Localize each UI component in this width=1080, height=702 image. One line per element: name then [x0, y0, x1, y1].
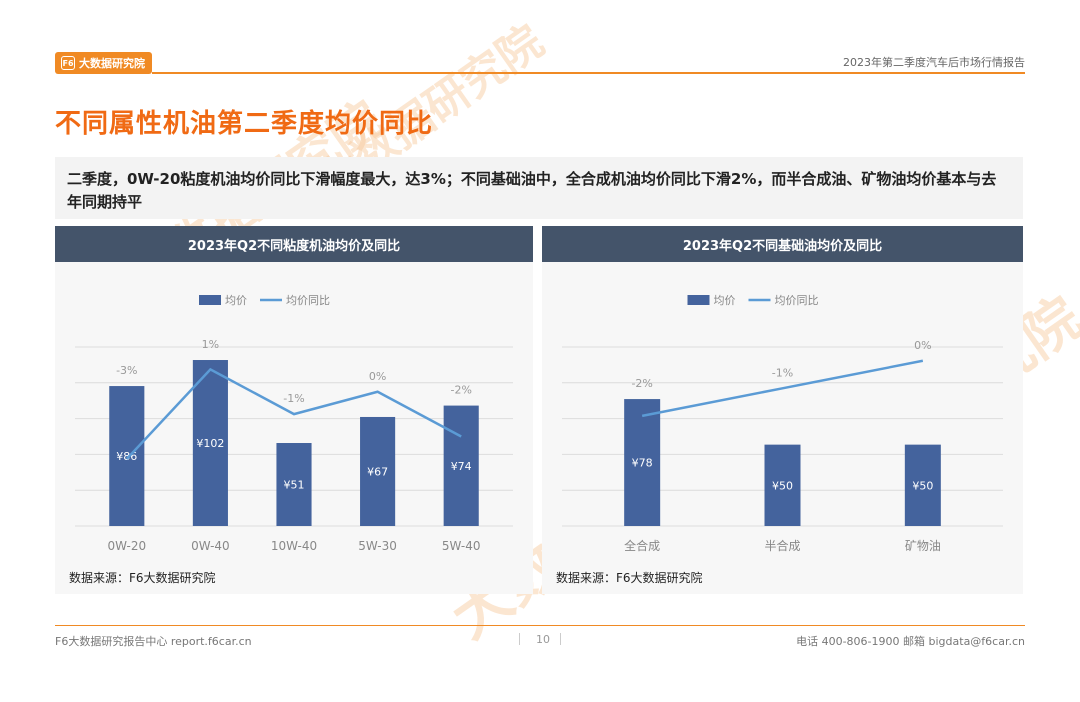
- header-divider: [152, 72, 1025, 74]
- bar: [764, 444, 801, 526]
- bar: [904, 444, 941, 526]
- legend-swatch-bar: [687, 295, 710, 305]
- bar-value-label: ¥50: [912, 479, 933, 492]
- footer-separator: [560, 633, 561, 645]
- chart-source: 数据来源：F6大数据研究院: [556, 571, 703, 585]
- header-bar: F6 大数据研究院 2023年第二季度汽车后市场行情报告: [55, 52, 1025, 74]
- footer-separator: [519, 633, 520, 645]
- logo-mark-icon: F6: [61, 56, 75, 70]
- category-label: 0W-20: [107, 539, 146, 553]
- bar: [443, 405, 479, 526]
- bar: [624, 399, 661, 526]
- chart-base-oil: 均价 均价同比 ¥78 全合成 ¥50 半合成 ¥50 矿物油 -2% -1% 0%: [562, 294, 1003, 553]
- yoy-value-label: -1%: [283, 392, 304, 405]
- legend-label: 均价同比: [775, 294, 819, 307]
- chart-panel-viscosity: 2023年Q2不同粘度机油均价及同比 均价 均价同比 ¥86 0W-20 ¥102 0W-…: [55, 226, 533, 594]
- footer-left: F6大数据研究报告中心 report.f6car.cn: [55, 635, 252, 648]
- footer-contact: 电话 400-806-1900 邮箱 bigdata@f6car.cn: [796, 635, 1025, 648]
- bar-value-label: ¥50: [772, 479, 793, 492]
- legend-label: 均价: [225, 294, 247, 307]
- yoy-value-label: 0%: [369, 370, 386, 383]
- category-label: 10W-40: [271, 539, 317, 553]
- page-title: 不同属性机油第二季度均价同比: [55, 109, 434, 139]
- category-label: 5W-40: [442, 539, 481, 553]
- yoy-value-label: -2%: [450, 384, 471, 397]
- footer-divider: [55, 625, 1025, 626]
- yoy-value-label: 1%: [202, 338, 219, 351]
- bar: [276, 443, 312, 526]
- bar: [192, 360, 228, 526]
- yoy-value-label: -2%: [631, 377, 652, 390]
- bar: [109, 386, 145, 526]
- chart-panel-base-oil: 2023年Q2不同基础油均价及同比 均价 均价同比 ¥78 全合成 ¥50 半合成 ¥50 矿…: [542, 226, 1023, 594]
- category-label: 5W-30: [358, 539, 397, 553]
- legend-swatch-bar: [199, 295, 221, 305]
- yoy-line: [641, 359, 924, 418]
- chart-title: 2023年Q2不同粘度机油均价及同比: [55, 226, 533, 262]
- summary-box: 二季度，0W-20粘度机油均价同比下滑幅度最大，达3%；不同基础油中，全合成机油…: [55, 157, 1023, 219]
- legend-label: 均价: [714, 294, 736, 307]
- yoy-value-label: -1%: [772, 366, 793, 379]
- category-label: 矿物油: [905, 539, 941, 553]
- chart-title: 2023年Q2不同基础油均价及同比: [542, 226, 1023, 262]
- yoy-value-label: 0%: [914, 339, 931, 352]
- chart-viscosity: 均价 均价同比¥860W-20¥1020W-40¥5110W-40¥675W-30…: [75, 294, 513, 553]
- category-label: 全合成: [624, 538, 660, 553]
- bar-value-label: ¥102: [196, 437, 224, 450]
- category-label: 0W-40: [191, 539, 230, 553]
- yoy-value-label: -3%: [116, 364, 137, 377]
- report-title: 2023年第二季度汽车后市场行情报告: [843, 56, 1025, 69]
- brand-logo: F6 大数据研究院: [55, 52, 152, 74]
- bar-value-label: ¥78: [632, 457, 653, 470]
- legend-label: 均价同比: [286, 294, 330, 307]
- summary-text: 二季度，0W-20粘度机油均价同比下滑幅度最大，达3%；不同基础油中，全合成机油…: [67, 170, 997, 211]
- category-label: 半合成: [764, 538, 800, 553]
- bar: [360, 416, 396, 526]
- bar-value-label: ¥67: [367, 465, 388, 478]
- bar-value-label: ¥51: [284, 479, 305, 492]
- yoy-line: [125, 367, 462, 460]
- chart-source: 数据来源：F6大数据研究院: [69, 571, 216, 585]
- bar-value-label: ¥74: [451, 460, 472, 473]
- logo-text: 大数据研究院: [79, 57, 145, 70]
- page-number: 10: [536, 633, 550, 646]
